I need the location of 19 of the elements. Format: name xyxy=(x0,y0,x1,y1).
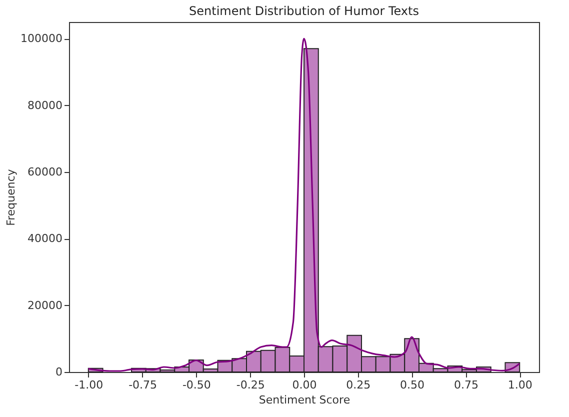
y-tick-label: 80000 xyxy=(28,98,62,112)
x-tick-label: 0.50 xyxy=(400,378,425,392)
y-tick-label: 60000 xyxy=(28,166,62,178)
x-tick-label: 0.25 xyxy=(346,378,371,392)
y-tick-label: 40000 xyxy=(28,232,62,246)
x-tick-label: -0.50 xyxy=(182,378,211,392)
y-tick-label: 20000 xyxy=(28,298,62,312)
line-series xyxy=(88,38,520,372)
x-tick-label: 0.75 xyxy=(454,378,478,392)
x-tick-label: -1.00 xyxy=(74,378,104,392)
x-tick-label: -0.25 xyxy=(236,378,265,392)
chart-title: Sentiment Distribution of Humor Texts xyxy=(189,4,419,18)
x-tick-label: 0.00 xyxy=(292,378,317,392)
x-tick-label: -0.75 xyxy=(128,378,158,392)
x-axis-title: Sentiment Score xyxy=(258,394,350,406)
y-tick-label: 0 xyxy=(56,366,62,378)
y-axis-title: Frequency xyxy=(4,168,18,226)
x-tick-label: 1.00 xyxy=(508,378,532,392)
y-tick-label: 100000 xyxy=(20,32,62,46)
